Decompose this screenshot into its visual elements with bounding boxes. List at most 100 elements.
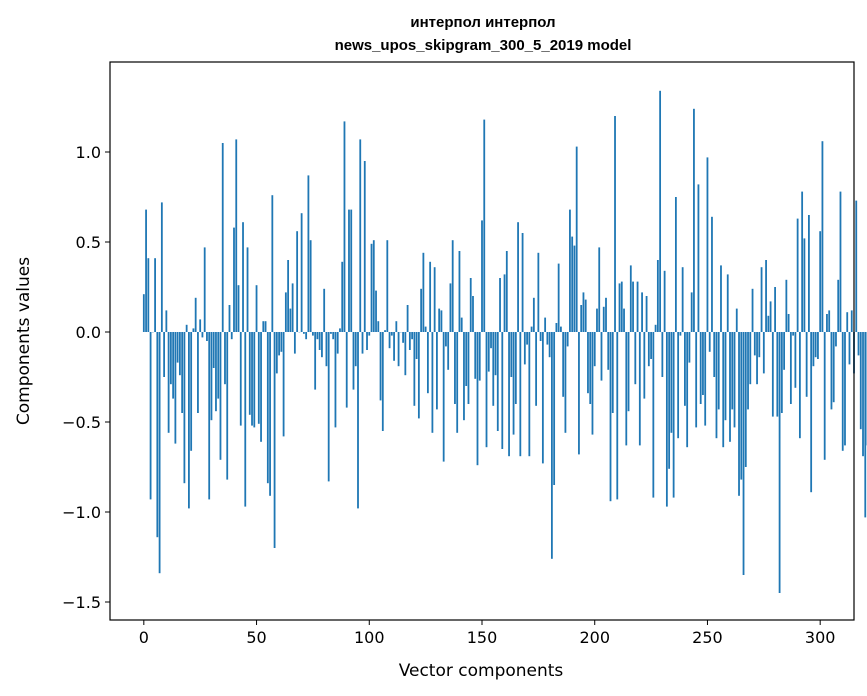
bar-66 (291, 283, 294, 332)
bar-151 (483, 119, 486, 332)
bar-129 (433, 267, 436, 332)
bar-225 (650, 332, 652, 359)
y-axis: −1.5 −1.0 −0.5 0.0 0.5 1.0 (62, 143, 110, 612)
bar-263 (735, 308, 738, 332)
bar-16 (178, 332, 181, 376)
bar-29 (208, 332, 211, 500)
bar-41 (235, 139, 238, 332)
bar-39 (230, 332, 233, 340)
bar-146 (472, 296, 474, 332)
bar-289 (794, 332, 797, 388)
bar-124 (422, 252, 425, 332)
bar-312 (846, 312, 849, 332)
bar-265 (740, 332, 743, 480)
bar-32 (215, 332, 217, 412)
bar-27 (203, 247, 206, 332)
bar-170 (526, 332, 528, 345)
bar-126 (426, 332, 429, 394)
x-tick-label: 0 (139, 628, 149, 647)
bar-44 (242, 222, 244, 332)
bar-313 (848, 332, 851, 365)
bar-57 (271, 195, 274, 332)
bar-311 (844, 332, 846, 446)
bar-6 (156, 332, 159, 538)
bar-101 (370, 243, 373, 332)
bar-103 (375, 290, 377, 332)
bar-246 (697, 184, 700, 332)
bar-138 (454, 332, 456, 404)
bar-211 (618, 283, 621, 332)
bar-244 (693, 108, 695, 332)
bar-91 (348, 209, 350, 332)
bar-71 (302, 332, 305, 334)
y-tick-label: 0.5 (76, 233, 101, 252)
bar-26 (201, 332, 204, 338)
bar-278 (769, 301, 772, 332)
bar-134 (445, 332, 447, 347)
bar-173 (532, 297, 535, 332)
bar-272 (756, 332, 758, 385)
bar-168 (521, 233, 524, 332)
bar-307 (835, 332, 837, 347)
bar-106 (381, 332, 384, 431)
bar-98 (363, 161, 366, 332)
bar-254 (715, 332, 718, 439)
bar-97 (361, 332, 364, 354)
bar-191 (573, 245, 576, 332)
bar-10 (165, 310, 168, 332)
bar-86 (336, 332, 339, 354)
bar-172 (530, 326, 533, 332)
bar-140 (458, 251, 461, 332)
bar-230 (661, 332, 664, 377)
bar-276 (765, 260, 767, 332)
bar-38 (228, 305, 231, 332)
bar-269 (749, 332, 752, 385)
x-tick-label: 150 (467, 628, 498, 647)
bar-22 (192, 328, 195, 332)
bar-127 (429, 261, 432, 332)
bar-112 (395, 321, 398, 332)
bar-137 (451, 240, 454, 332)
bar-268 (747, 332, 749, 410)
y-axis-label: Components values (14, 257, 34, 425)
bar-120 (413, 332, 416, 406)
bar-212 (620, 281, 623, 332)
bar-320 (864, 332, 867, 518)
bar-240 (684, 332, 686, 406)
bar-117 (406, 305, 409, 332)
bar-56 (269, 332, 271, 496)
bar-284 (783, 332, 786, 370)
bar-261 (731, 332, 734, 410)
bar-195 (582, 292, 585, 332)
bar-116 (404, 332, 407, 376)
bar-200 (593, 332, 596, 367)
bar-87 (339, 328, 341, 332)
bar-301 (821, 141, 824, 332)
bar-series (142, 90, 867, 593)
x-axis-label: Vector components (399, 661, 564, 681)
bar-205 (605, 297, 607, 332)
bar-153 (487, 332, 490, 372)
bar-90 (345, 332, 348, 408)
bar-188 (566, 332, 569, 347)
bar-306 (832, 332, 835, 403)
bar-317 (857, 332, 860, 356)
bar-292 (801, 191, 804, 332)
x-tick-label: 100 (354, 628, 385, 647)
bar-14 (174, 332, 177, 444)
bar-221 (641, 292, 643, 332)
bar-139 (456, 332, 459, 433)
bar-196 (584, 299, 587, 332)
bar-18 (183, 332, 186, 484)
bar-25 (199, 319, 202, 332)
bar-104 (377, 321, 380, 332)
bar-318 (859, 332, 862, 430)
bar-285 (785, 279, 788, 332)
bar-169 (523, 332, 526, 365)
bar-179 (546, 332, 549, 345)
bar-157 (496, 332, 499, 431)
bar-222 (643, 332, 646, 399)
x-tick-label: 250 (692, 628, 723, 647)
bar-89 (343, 121, 346, 333)
